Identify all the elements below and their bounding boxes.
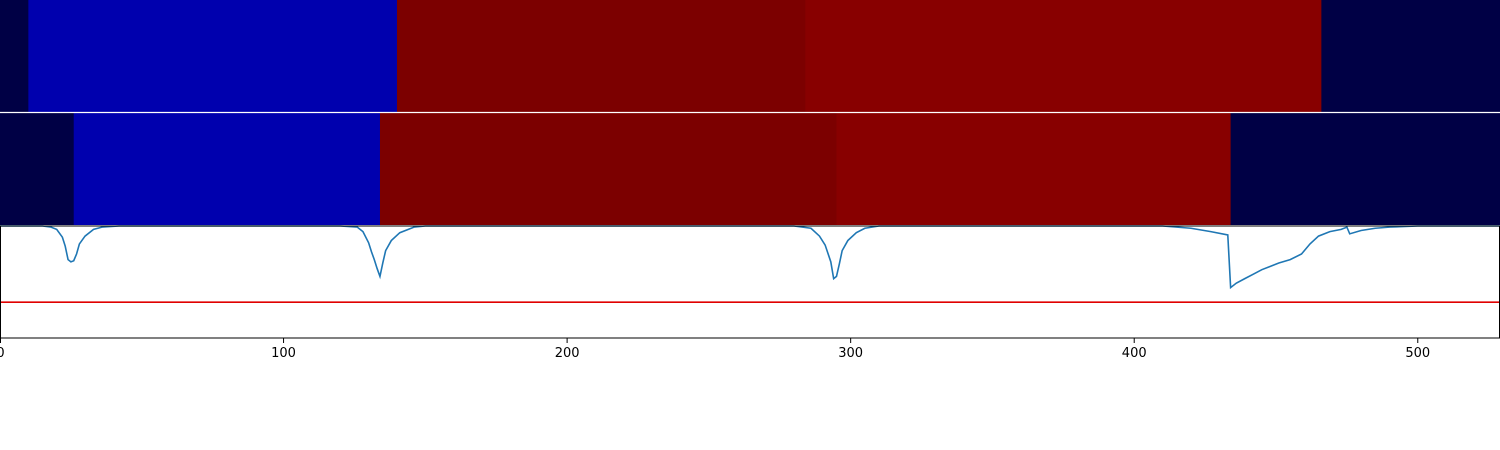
heatmap-cell <box>73 113 381 225</box>
series-line <box>0 225 1500 290</box>
heatmap-track-2 <box>0 113 1500 225</box>
line-panel-background <box>0 226 1500 338</box>
x-tick-label: 100 <box>271 346 296 361</box>
x-tick-label: 0 <box>0 346 5 361</box>
heatmap-cell <box>28 0 398 112</box>
line-panel <box>0 225 1500 339</box>
heatmap-cell <box>379 113 837 225</box>
heatmap-cell <box>1230 113 1500 225</box>
x-axis: 0 100 200 300 400 500 <box>0 338 1430 361</box>
x-tick-label: 500 <box>1405 346 1430 361</box>
heatmap-track-1 <box>0 0 1500 112</box>
heatmap-cell <box>805 0 1322 112</box>
heatmap-cell <box>396 0 806 112</box>
heatmap-cell <box>836 113 1232 225</box>
x-tick-label: 200 <box>555 346 580 361</box>
x-tick-label: 400 <box>1122 346 1147 361</box>
heatmap-cell <box>0 113 75 225</box>
heatmap-cell <box>0 0 29 112</box>
x-tick-label: 300 <box>838 346 863 361</box>
heatmap-cell <box>1321 0 1500 112</box>
